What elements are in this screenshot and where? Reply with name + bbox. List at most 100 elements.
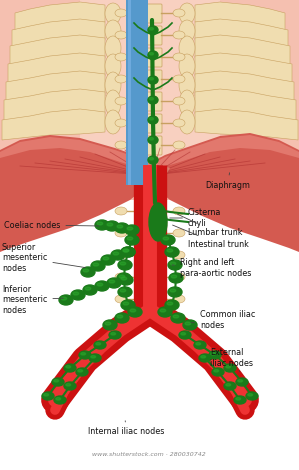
Ellipse shape [149, 203, 167, 241]
FancyBboxPatch shape [138, 114, 162, 133]
Ellipse shape [83, 285, 97, 295]
Ellipse shape [160, 309, 166, 312]
Ellipse shape [148, 26, 158, 34]
Ellipse shape [150, 53, 153, 55]
Ellipse shape [173, 119, 185, 127]
Ellipse shape [105, 20, 121, 42]
Ellipse shape [130, 309, 136, 312]
Ellipse shape [115, 75, 127, 83]
Ellipse shape [113, 252, 119, 255]
Polygon shape [15, 95, 105, 116]
Polygon shape [8, 53, 105, 84]
Ellipse shape [109, 280, 115, 283]
Text: Inferior
mesenteric
nodes: Inferior mesenteric nodes [2, 285, 63, 315]
Polygon shape [195, 109, 298, 140]
Ellipse shape [179, 72, 195, 98]
Text: Lumbar trunk: Lumbar trunk [178, 214, 242, 236]
Ellipse shape [76, 368, 88, 376]
Ellipse shape [173, 97, 185, 105]
Ellipse shape [121, 277, 127, 280]
Ellipse shape [248, 393, 253, 396]
Text: Right and left
para-aortic nodes: Right and left para-aortic nodes [172, 258, 251, 278]
Ellipse shape [214, 369, 219, 372]
Polygon shape [15, 113, 105, 136]
Polygon shape [2, 109, 105, 140]
Ellipse shape [173, 53, 185, 61]
Ellipse shape [173, 273, 185, 281]
Ellipse shape [64, 382, 76, 390]
Ellipse shape [81, 267, 95, 277]
Ellipse shape [209, 351, 221, 359]
Ellipse shape [236, 378, 248, 386]
Text: Coeliac nodes: Coeliac nodes [4, 220, 99, 229]
FancyBboxPatch shape [138, 246, 162, 265]
Ellipse shape [115, 207, 127, 215]
Ellipse shape [123, 249, 129, 252]
Ellipse shape [150, 138, 153, 140]
FancyBboxPatch shape [138, 202, 162, 221]
Ellipse shape [173, 31, 185, 39]
Ellipse shape [148, 76, 158, 84]
Polygon shape [195, 89, 296, 122]
Ellipse shape [173, 141, 185, 149]
Text: Common iliac
nodes: Common iliac nodes [191, 310, 255, 329]
Ellipse shape [103, 320, 117, 330]
Ellipse shape [78, 369, 83, 372]
Ellipse shape [83, 269, 89, 272]
Ellipse shape [120, 262, 126, 265]
Ellipse shape [173, 251, 185, 259]
Ellipse shape [115, 31, 127, 39]
Ellipse shape [105, 110, 121, 134]
Ellipse shape [211, 352, 216, 355]
Ellipse shape [179, 90, 195, 116]
Ellipse shape [118, 260, 132, 270]
Ellipse shape [179, 331, 191, 339]
Ellipse shape [81, 352, 86, 355]
Polygon shape [0, 0, 299, 200]
Ellipse shape [117, 225, 123, 228]
Ellipse shape [123, 249, 129, 252]
Ellipse shape [115, 273, 127, 281]
Ellipse shape [85, 287, 91, 290]
Ellipse shape [56, 398, 61, 400]
Ellipse shape [173, 9, 185, 17]
Ellipse shape [105, 221, 119, 231]
Ellipse shape [105, 322, 111, 325]
Ellipse shape [95, 281, 109, 291]
Ellipse shape [115, 229, 127, 237]
Ellipse shape [73, 292, 79, 295]
Ellipse shape [94, 341, 106, 349]
FancyBboxPatch shape [138, 92, 162, 111]
Ellipse shape [168, 260, 182, 270]
Ellipse shape [173, 315, 179, 318]
Ellipse shape [111, 333, 116, 335]
Ellipse shape [125, 225, 139, 235]
Ellipse shape [171, 313, 185, 323]
Ellipse shape [185, 322, 191, 325]
Ellipse shape [111, 250, 125, 260]
Ellipse shape [96, 343, 100, 345]
Ellipse shape [107, 223, 113, 226]
Ellipse shape [105, 90, 121, 116]
Ellipse shape [173, 163, 185, 171]
Ellipse shape [66, 384, 71, 386]
Ellipse shape [71, 290, 85, 300]
Ellipse shape [158, 307, 172, 317]
Ellipse shape [224, 382, 236, 390]
Polygon shape [15, 75, 105, 96]
Ellipse shape [179, 36, 195, 60]
Polygon shape [195, 2, 285, 30]
Ellipse shape [115, 313, 129, 323]
Ellipse shape [173, 207, 185, 215]
Ellipse shape [150, 157, 153, 160]
FancyBboxPatch shape [138, 136, 162, 155]
Ellipse shape [150, 118, 153, 120]
Ellipse shape [169, 273, 183, 283]
Ellipse shape [165, 247, 179, 257]
Ellipse shape [117, 315, 123, 318]
Polygon shape [15, 39, 105, 56]
Ellipse shape [167, 249, 173, 252]
Ellipse shape [224, 364, 236, 372]
Ellipse shape [118, 287, 132, 297]
Text: www.shutterstock.com · 280030742: www.shutterstock.com · 280030742 [92, 453, 206, 457]
